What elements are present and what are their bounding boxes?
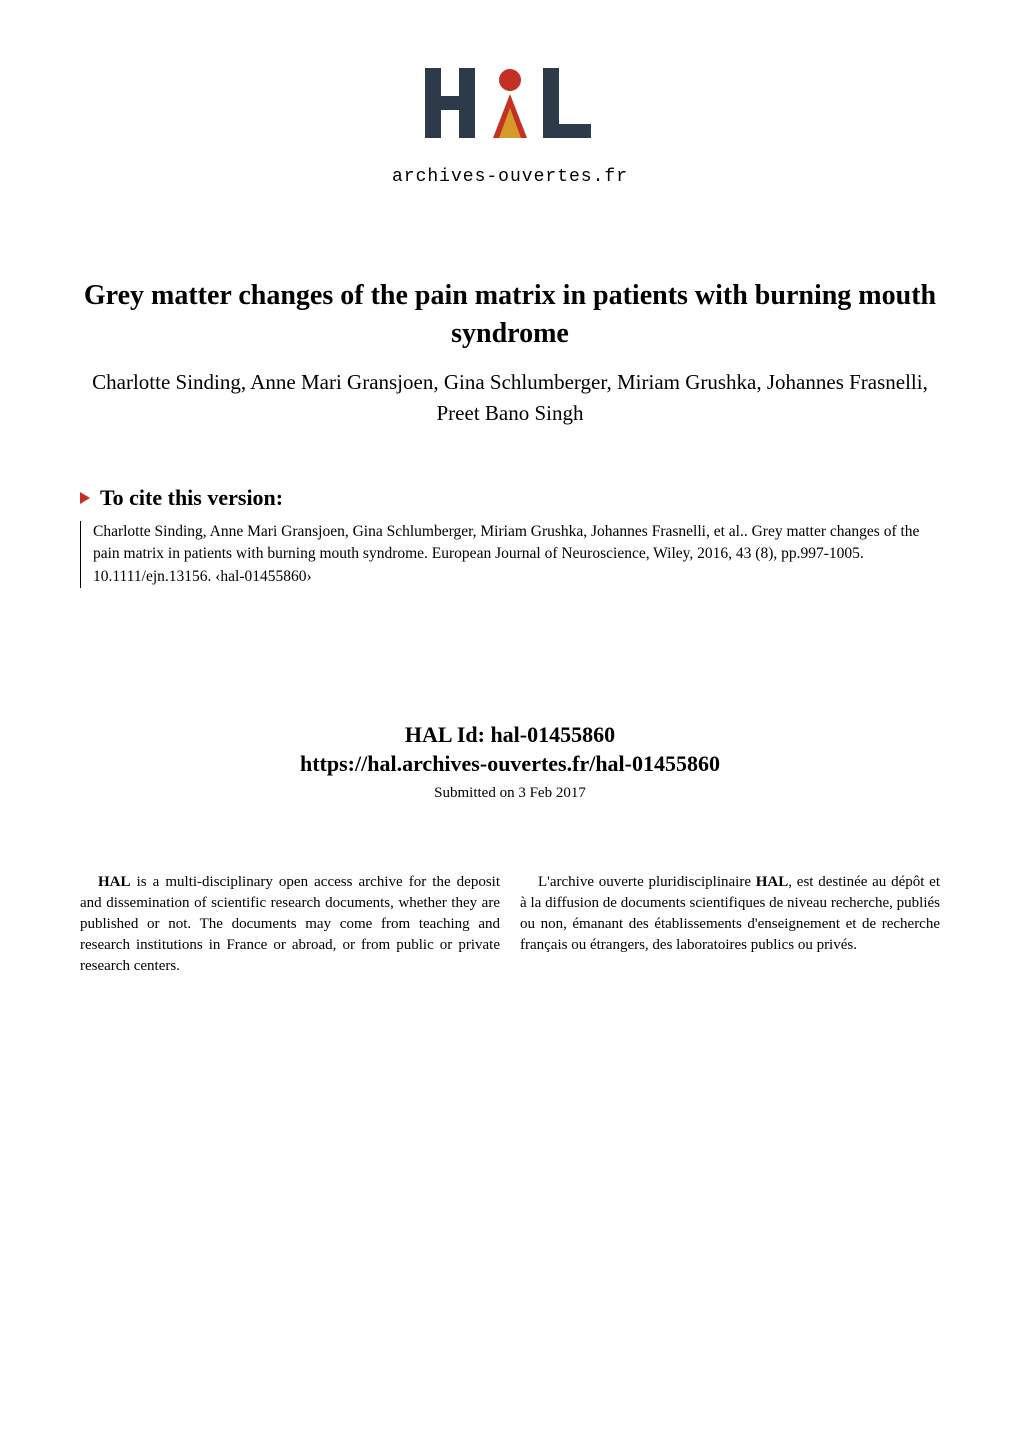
column-left: HAL is a multi-disciplinary open access … — [80, 872, 500, 977]
submitted-date: Submitted on 3 Feb 2017 — [80, 785, 940, 802]
triangle-marker-icon — [80, 492, 90, 504]
title-block: Grey matter changes of the pain matrix i… — [80, 277, 940, 353]
hal-id: HAL Id: hal-01455860 — [80, 718, 940, 751]
hal-lead: HAL — [98, 874, 131, 890]
description-columns: HAL is a multi-disciplinary open access … — [80, 872, 940, 977]
paper-title: Grey matter changes of the pain matrix i… — [80, 277, 940, 353]
logo-subtitle: archives-ouvertes.fr — [80, 167, 940, 187]
cite-section: To cite this version: Charlotte Sinding,… — [80, 485, 940, 588]
hal-lead-right: HAL — [756, 874, 789, 890]
col-left-text: is a multi-disciplinary open access arch… — [80, 874, 500, 974]
authors: Charlotte Sinding, Anne Mari Gransjoen, … — [80, 367, 940, 430]
col-right-pre: L'archive ouverte pluridisciplinaire — [538, 874, 756, 890]
hal-logo — [415, 60, 605, 160]
hal-logo-block: archives-ouvertes.fr — [80, 60, 940, 187]
hal-id-block: HAL Id: hal-01455860 https://hal.archive… — [80, 718, 940, 777]
cite-body: Charlotte Sinding, Anne Mari Gransjoen, … — [80, 521, 940, 588]
cite-heading: To cite this version: — [100, 485, 283, 511]
hal-url[interactable]: https://hal.archives-ouvertes.fr/hal-014… — [80, 751, 940, 777]
column-right: L'archive ouverte pluridisciplinaire HAL… — [520, 872, 940, 977]
